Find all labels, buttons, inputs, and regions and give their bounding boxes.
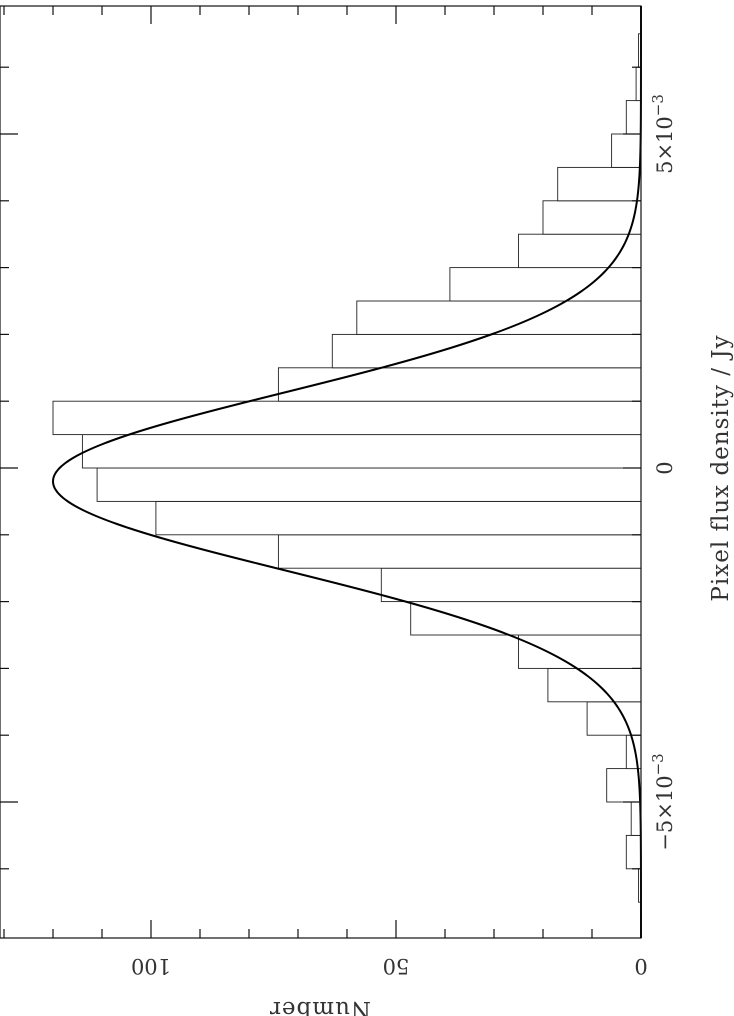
histogram-bars bbox=[52, 33, 642, 903]
histogram-bar bbox=[625, 834, 642, 870]
axis-ticks bbox=[0, 6, 642, 938]
histogram-bar bbox=[449, 267, 642, 302]
y-tick-label: 50 bbox=[383, 954, 410, 978]
y-tick-label: 100 bbox=[131, 954, 171, 978]
histogram-bar bbox=[625, 100, 642, 135]
histogram-bar bbox=[625, 734, 642, 770]
x-tick-label: 5×10−3 bbox=[649, 94, 677, 174]
y-axis-title: Number bbox=[269, 996, 371, 1016]
histogram-bar bbox=[518, 634, 642, 669]
histogram-bar bbox=[611, 133, 642, 168]
histogram-bar bbox=[81, 434, 642, 469]
gaussian-fit-curve bbox=[52, 6, 642, 938]
histogram-bar bbox=[356, 300, 642, 335]
histogram-bar bbox=[277, 367, 642, 402]
histogram-bar bbox=[52, 400, 642, 436]
x-axis-title: Pixel flux density / Jy bbox=[708, 334, 734, 601]
histogram-bar bbox=[277, 534, 642, 569]
histogram-bar bbox=[547, 667, 642, 703]
histogram-bar bbox=[96, 467, 642, 502]
histogram-bar bbox=[518, 233, 642, 269]
histogram-bar bbox=[331, 333, 642, 369]
x-tick-label: −5×10−3 bbox=[649, 753, 677, 850]
histogram-bar bbox=[606, 768, 642, 803]
histogram-bar bbox=[155, 500, 642, 536]
plot-frame bbox=[0, 5, 642, 939]
histogram-bar bbox=[410, 601, 642, 636]
y-tick-label: 0 bbox=[634, 954, 647, 978]
histogram-bar bbox=[380, 567, 642, 603]
histogram-bar bbox=[542, 200, 642, 235]
histogram-bar bbox=[557, 166, 642, 202]
tick-labels: −5×10−3 0 5×10−3 0 50 100 bbox=[131, 94, 677, 978]
histogram-bar bbox=[586, 701, 642, 736]
x-tick-label: 0 bbox=[653, 461, 677, 474]
